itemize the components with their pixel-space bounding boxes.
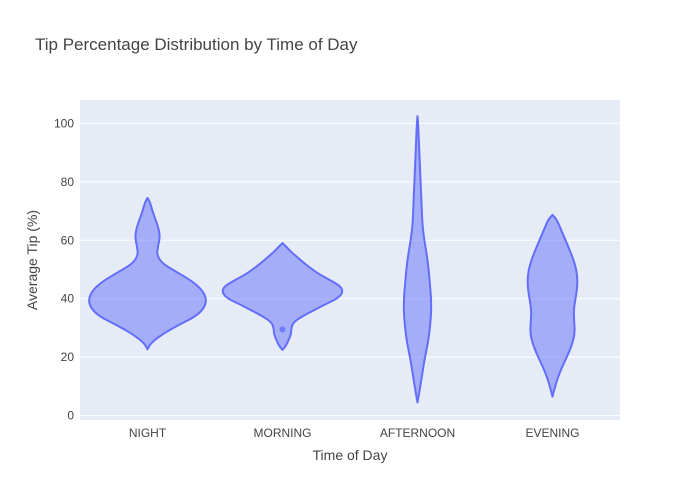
violin-morning — [221, 242, 344, 351]
x-axis-ticks: NIGHT MORNING AFTERNOON EVENING — [129, 426, 580, 440]
y-tick-label: 80 — [61, 175, 75, 189]
x-tick-label-morning: MORNING — [254, 426, 312, 440]
plot-area — [80, 100, 620, 420]
y-tick-label: 40 — [61, 292, 75, 306]
violin-evening — [526, 213, 579, 398]
outlier-point-morning — [279, 326, 286, 333]
violin-afternoon — [402, 115, 433, 404]
y-tick-label: 100 — [54, 116, 74, 130]
x-axis-title: Time of Day — [313, 447, 388, 463]
y-axis-ticks: 0 20 40 60 80 100 — [54, 116, 74, 422]
y-tick-label: 20 — [61, 350, 75, 364]
violins — [88, 115, 579, 404]
violin-night — [88, 196, 207, 351]
y-tick-label: 60 — [61, 233, 75, 247]
x-tick-label-night: NIGHT — [129, 426, 167, 440]
y-axis-title: Average Tip (%) — [24, 210, 40, 310]
chart-title: Tip Percentage Distribution by Time of D… — [35, 35, 358, 54]
y-tick-label: 0 — [67, 409, 74, 423]
x-tick-label-afternoon: AFTERNOON — [380, 426, 455, 440]
x-tick-label-evening: EVENING — [525, 426, 579, 440]
